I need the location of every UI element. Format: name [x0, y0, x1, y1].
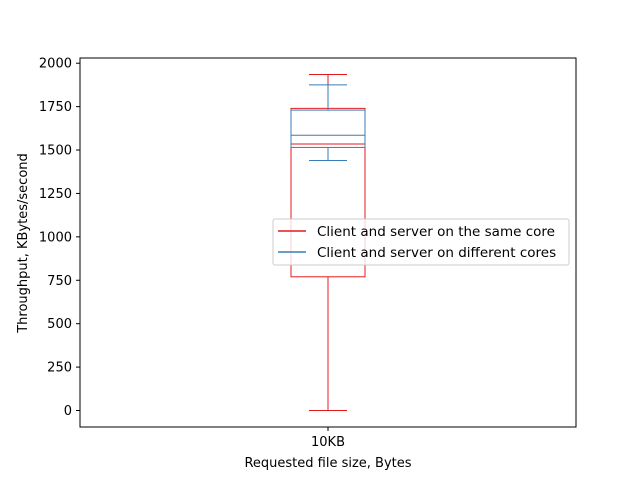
- y-axis-label: Throughput, KBytes/second: [16, 153, 31, 334]
- legend: Client and server on the same core Clien…: [272, 218, 570, 266]
- y-axis: 0 250 500 750 1000 1250 1500 1750 2000: [39, 57, 80, 419]
- x-axis: 10KB: [311, 427, 345, 450]
- legend-frame: [272, 218, 570, 266]
- box-series-group: [290, 73, 366, 412]
- legend-label-same-core: Client and server on the same core: [317, 224, 555, 240]
- y-tick-label: 750: [47, 274, 72, 289]
- legend-label-different-cores: Client and server on different cores: [317, 245, 556, 261]
- y-tick-label: 1750: [39, 100, 72, 115]
- x-axis-label: Requested file size, Bytes: [244, 456, 411, 471]
- y-tick-label: 0: [64, 404, 72, 419]
- y-tick-label: 1000: [39, 230, 72, 245]
- y-tick-label: 1500: [39, 144, 72, 159]
- y-tick-label: 500: [47, 317, 72, 332]
- y-tick-label: 2000: [39, 57, 72, 72]
- box-series-different-cores: [290, 84, 366, 161]
- y-tick-label: 1250: [39, 187, 72, 202]
- x-tick-label: 10KB: [311, 435, 345, 450]
- y-tick-label: 250: [47, 361, 72, 376]
